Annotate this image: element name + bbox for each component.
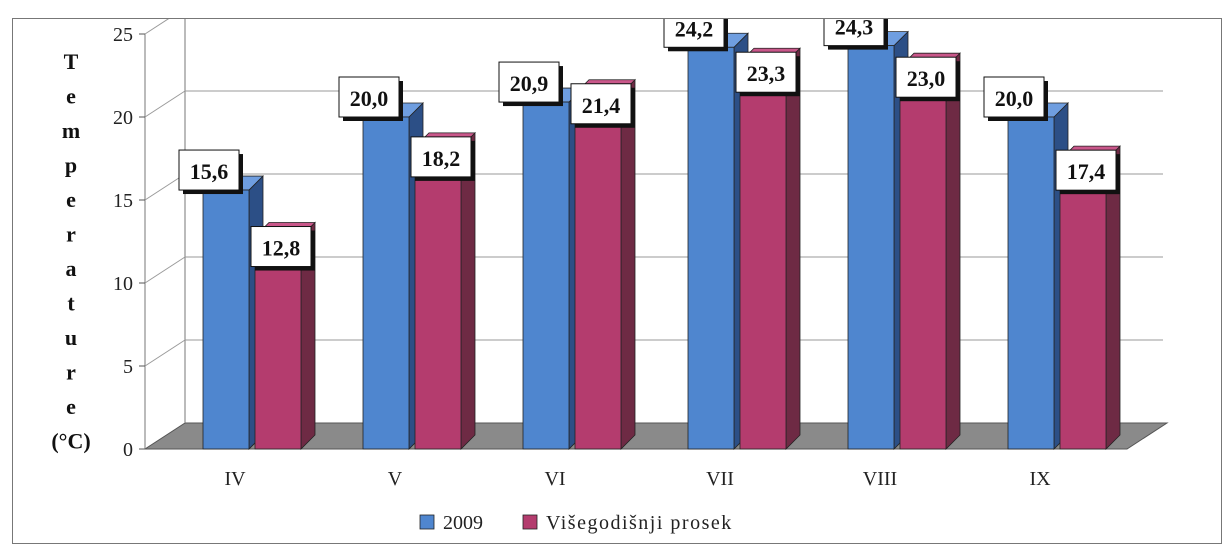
x-tick-label: IX bbox=[1029, 468, 1051, 490]
bar-2009 bbox=[847, 45, 895, 450]
data-label-box bbox=[498, 61, 560, 103]
gridline-diagonal bbox=[144, 173, 186, 201]
data-label-box bbox=[410, 136, 472, 178]
y-axis-label-letter: m bbox=[62, 118, 80, 143]
legend-label-2009: 2009 bbox=[443, 512, 483, 534]
y-axis-label-letter: e bbox=[66, 187, 76, 212]
y-axis-label-letter: r bbox=[66, 360, 76, 385]
data-label: 20,0 bbox=[350, 86, 389, 111]
data-label-box bbox=[250, 226, 312, 268]
y-axis-label-letter: t bbox=[67, 291, 75, 316]
bar-visegodisnji-prosek-side bbox=[785, 47, 801, 450]
data-label: 12,8 bbox=[262, 236, 301, 261]
bar-2009 bbox=[522, 101, 570, 450]
data-label: 20,0 bbox=[995, 86, 1034, 111]
bar-visegodisnji-prosek bbox=[574, 93, 622, 450]
bar-2009 bbox=[1007, 116, 1055, 450]
data-label-box bbox=[823, 19, 885, 47]
data-label: 24,2 bbox=[675, 19, 714, 41]
y-tick-label: 25 bbox=[113, 24, 133, 46]
gridline-diagonal bbox=[144, 19, 169, 35]
y-axis-label-letter: (°C) bbox=[51, 429, 90, 454]
data-label: 21,4 bbox=[582, 93, 621, 118]
x-tick-label: V bbox=[388, 468, 403, 490]
y-tick-label: 15 bbox=[113, 190, 133, 212]
y-axis-label-letter: p bbox=[65, 153, 77, 178]
legend-swatch-2009 bbox=[419, 514, 435, 530]
data-label-box bbox=[895, 56, 957, 98]
bar-2009 bbox=[362, 116, 410, 450]
data-label: 23,3 bbox=[747, 61, 786, 86]
data-label: 15,6 bbox=[190, 159, 229, 184]
data-label: 24,3 bbox=[835, 19, 874, 40]
data-labels: 15,6 12,8 20,0 18,2 20,9 21,4 24,2 23,3 24,3 23,0… bbox=[178, 19, 1120, 271]
y-tick-label: 20 bbox=[113, 107, 133, 129]
y-tick-label: 5 bbox=[123, 356, 133, 378]
bar-2009 bbox=[202, 189, 250, 450]
y-tick-label: 10 bbox=[113, 273, 133, 295]
data-label-box bbox=[1055, 149, 1117, 191]
bar-visegodisnji-prosek bbox=[1059, 159, 1107, 450]
bar-visegodisnji-prosek bbox=[739, 61, 787, 450]
y-axis-label-letter: u bbox=[65, 325, 77, 350]
x-tick-label: VIII bbox=[863, 468, 897, 490]
data-label-box bbox=[178, 149, 240, 191]
legend-label-visegodisnji-prosek: Višegodišnji prosek bbox=[546, 512, 733, 534]
y-axis-label-letter: e bbox=[66, 84, 76, 109]
data-label-box bbox=[663, 19, 725, 48]
x-tick-label: VI bbox=[544, 468, 565, 490]
gridline-diagonal bbox=[144, 339, 186, 367]
data-label: 23,0 bbox=[907, 66, 946, 91]
y-axis-label-letter: T bbox=[64, 49, 79, 74]
legend-swatch-visegodisnji-prosek bbox=[522, 514, 538, 530]
data-label: 17,4 bbox=[1067, 159, 1106, 184]
gridline-diagonal bbox=[144, 256, 186, 284]
x-tick-label: IV bbox=[224, 468, 246, 490]
bar-visegodisnji-prosek bbox=[899, 66, 947, 450]
x-tick-label: VII bbox=[706, 468, 734, 490]
data-label-box bbox=[983, 76, 1045, 118]
bar-visegodisnji-prosek bbox=[414, 146, 462, 450]
data-label-box bbox=[735, 51, 797, 93]
y-tick-labels: 0 5 10 15 20 25 bbox=[113, 24, 133, 461]
bars bbox=[202, 30, 1121, 450]
y-tick-label: 0 bbox=[123, 439, 133, 461]
legend: 2009 Višegodišnji prosek bbox=[419, 512, 733, 534]
bar-visegodisnji-prosek-side bbox=[620, 78, 636, 450]
data-label-box bbox=[570, 83, 632, 125]
bar-visegodisnji-prosek bbox=[254, 236, 302, 450]
bar-visegodisnji-prosek-side bbox=[945, 52, 961, 450]
y-axis-label-letter: a bbox=[66, 256, 77, 281]
gridline-diagonal bbox=[144, 90, 186, 118]
x-tick-labels: IV V VI VII VIII IX bbox=[224, 468, 1051, 490]
y-axis-label-letter: r bbox=[66, 222, 76, 247]
data-label: 20,9 bbox=[510, 71, 549, 96]
data-label-box bbox=[338, 76, 400, 118]
bar-2009 bbox=[687, 46, 735, 450]
data-label: 18,2 bbox=[422, 146, 461, 171]
y-axis-label-letter: e bbox=[66, 394, 76, 419]
